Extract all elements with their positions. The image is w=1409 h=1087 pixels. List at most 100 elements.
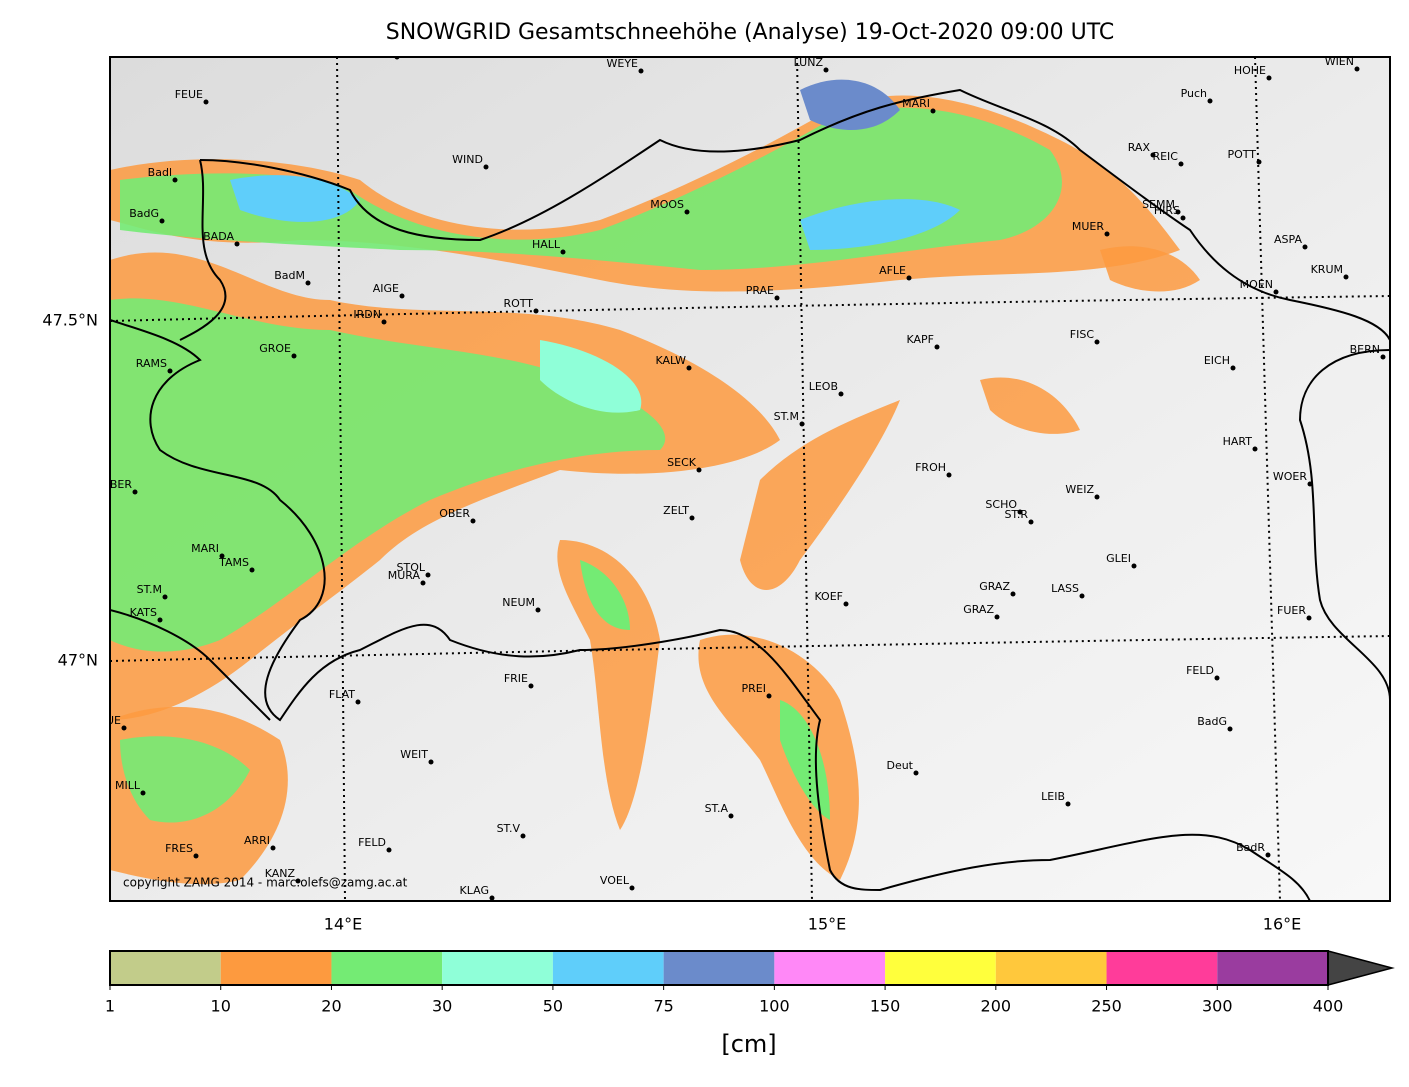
map-title: SNOWGRID Gesamtschneehöhe (Analyse) 19-O… xyxy=(386,20,1115,45)
colorbar-tick-label: 100 xyxy=(759,997,790,1016)
colorbar-segment xyxy=(885,951,996,985)
station-label: Puch xyxy=(1181,87,1207,100)
colorbar-tick-label: 300 xyxy=(1202,997,1233,1016)
station-label: POTT xyxy=(1227,148,1256,161)
station-label: BadG xyxy=(129,207,159,220)
station-dot xyxy=(1028,519,1034,525)
station-label: WOER xyxy=(1273,470,1307,483)
station-label: KLAG xyxy=(460,884,489,897)
station-dot xyxy=(560,249,566,255)
station-label: VOEL xyxy=(600,874,630,887)
station-label: FUER xyxy=(1277,604,1306,617)
station-label: PRAE xyxy=(746,284,774,297)
colorbar-frame xyxy=(109,950,1329,986)
station-label: HALL xyxy=(532,238,561,251)
station-dot xyxy=(1150,152,1156,158)
station-dot xyxy=(162,594,168,600)
lon-label: 14°E xyxy=(324,915,362,934)
station-dot xyxy=(203,99,209,105)
station-dot xyxy=(774,295,780,301)
colorbar-extend xyxy=(1327,950,1395,986)
station-dot xyxy=(1273,289,1279,295)
station-label: GRAZ xyxy=(979,580,1010,593)
station-dot xyxy=(1380,354,1386,360)
station-dot xyxy=(533,308,539,314)
station-label: MARI xyxy=(191,542,219,555)
colorbar-tick-label: 50 xyxy=(543,997,563,1016)
station-label: ST.V xyxy=(497,822,521,835)
station-label: STOL xyxy=(397,561,426,574)
station-dot xyxy=(1230,365,1236,371)
station-dot xyxy=(696,467,702,473)
station-dot xyxy=(838,391,844,397)
colorbar-tick-label: 250 xyxy=(1091,997,1122,1016)
colorbar-unit: [cm] xyxy=(721,1030,776,1058)
station-dot xyxy=(483,164,489,170)
colorbar-tick-label: 150 xyxy=(870,997,901,1016)
graticule xyxy=(110,57,1390,901)
colorbar-segment xyxy=(110,951,221,985)
station-dot xyxy=(535,607,541,613)
station-dot xyxy=(823,67,829,73)
station-label: FROH xyxy=(915,461,946,474)
lat-label: 47°N xyxy=(58,651,98,670)
station-dot xyxy=(234,241,240,247)
station-dot xyxy=(157,617,163,623)
station-label: OBER xyxy=(439,507,470,520)
station-label: FRES xyxy=(165,842,193,855)
station-dot xyxy=(355,699,361,705)
station-label: ROTT xyxy=(503,297,533,310)
station-dot xyxy=(1227,726,1233,732)
station-dot xyxy=(1010,591,1016,597)
station-dot xyxy=(930,108,936,114)
colorbar-tick-label: 1 xyxy=(105,997,115,1016)
station-dot xyxy=(172,177,178,183)
station-dot xyxy=(629,885,635,891)
station-label: PREI xyxy=(742,682,766,695)
station-label: EICH xyxy=(1204,354,1230,367)
station-dot xyxy=(140,790,146,796)
lon-label: 16°E xyxy=(1263,915,1301,934)
station-dot xyxy=(1178,161,1184,167)
station-dot xyxy=(295,878,301,884)
station-dot xyxy=(270,845,276,851)
station-dot xyxy=(121,725,127,731)
station-dot xyxy=(1307,481,1313,487)
station-dot xyxy=(1175,209,1181,215)
station-label: HART xyxy=(1223,435,1253,448)
station-label: FELD xyxy=(1186,664,1214,677)
station-dot xyxy=(1214,675,1220,681)
station-label: ARRI xyxy=(244,834,270,847)
colorbar-segment xyxy=(1106,951,1218,985)
colorbar-tick-label: 20 xyxy=(321,997,341,1016)
colorbar-segment xyxy=(1217,951,1328,985)
station-dot xyxy=(159,218,165,224)
station-label: ST.A xyxy=(705,802,729,815)
colorbar-segment xyxy=(220,951,332,985)
station-label: LEOB xyxy=(809,380,838,393)
station-dot xyxy=(132,489,138,495)
station-dot xyxy=(1079,593,1085,599)
copyright: copyright ZAMG 2014 - marc.olefs@zamg.ac… xyxy=(123,876,408,890)
station-dot xyxy=(913,770,919,776)
station-dot xyxy=(291,353,297,359)
station-dot xyxy=(799,421,805,427)
station-label: ZELT xyxy=(663,504,689,517)
station-label: GLEI xyxy=(1106,552,1131,565)
lat-label: 47.5°N xyxy=(42,311,98,330)
station-dot xyxy=(686,365,692,371)
station-label: AFLE xyxy=(879,264,906,277)
map-frame xyxy=(109,56,1391,902)
station-dot xyxy=(1104,231,1110,237)
station-dot xyxy=(1252,446,1258,452)
station-label: FEUE xyxy=(175,88,203,101)
colorbar-tick-label: 10 xyxy=(211,997,231,1016)
station-label: ST.M xyxy=(774,410,799,423)
station-label: LASS xyxy=(1051,582,1079,595)
colorbar-segment xyxy=(995,951,1107,985)
station-label: FLAT xyxy=(329,688,355,701)
station-dot xyxy=(399,293,405,299)
station-label: RAX xyxy=(1128,141,1151,154)
